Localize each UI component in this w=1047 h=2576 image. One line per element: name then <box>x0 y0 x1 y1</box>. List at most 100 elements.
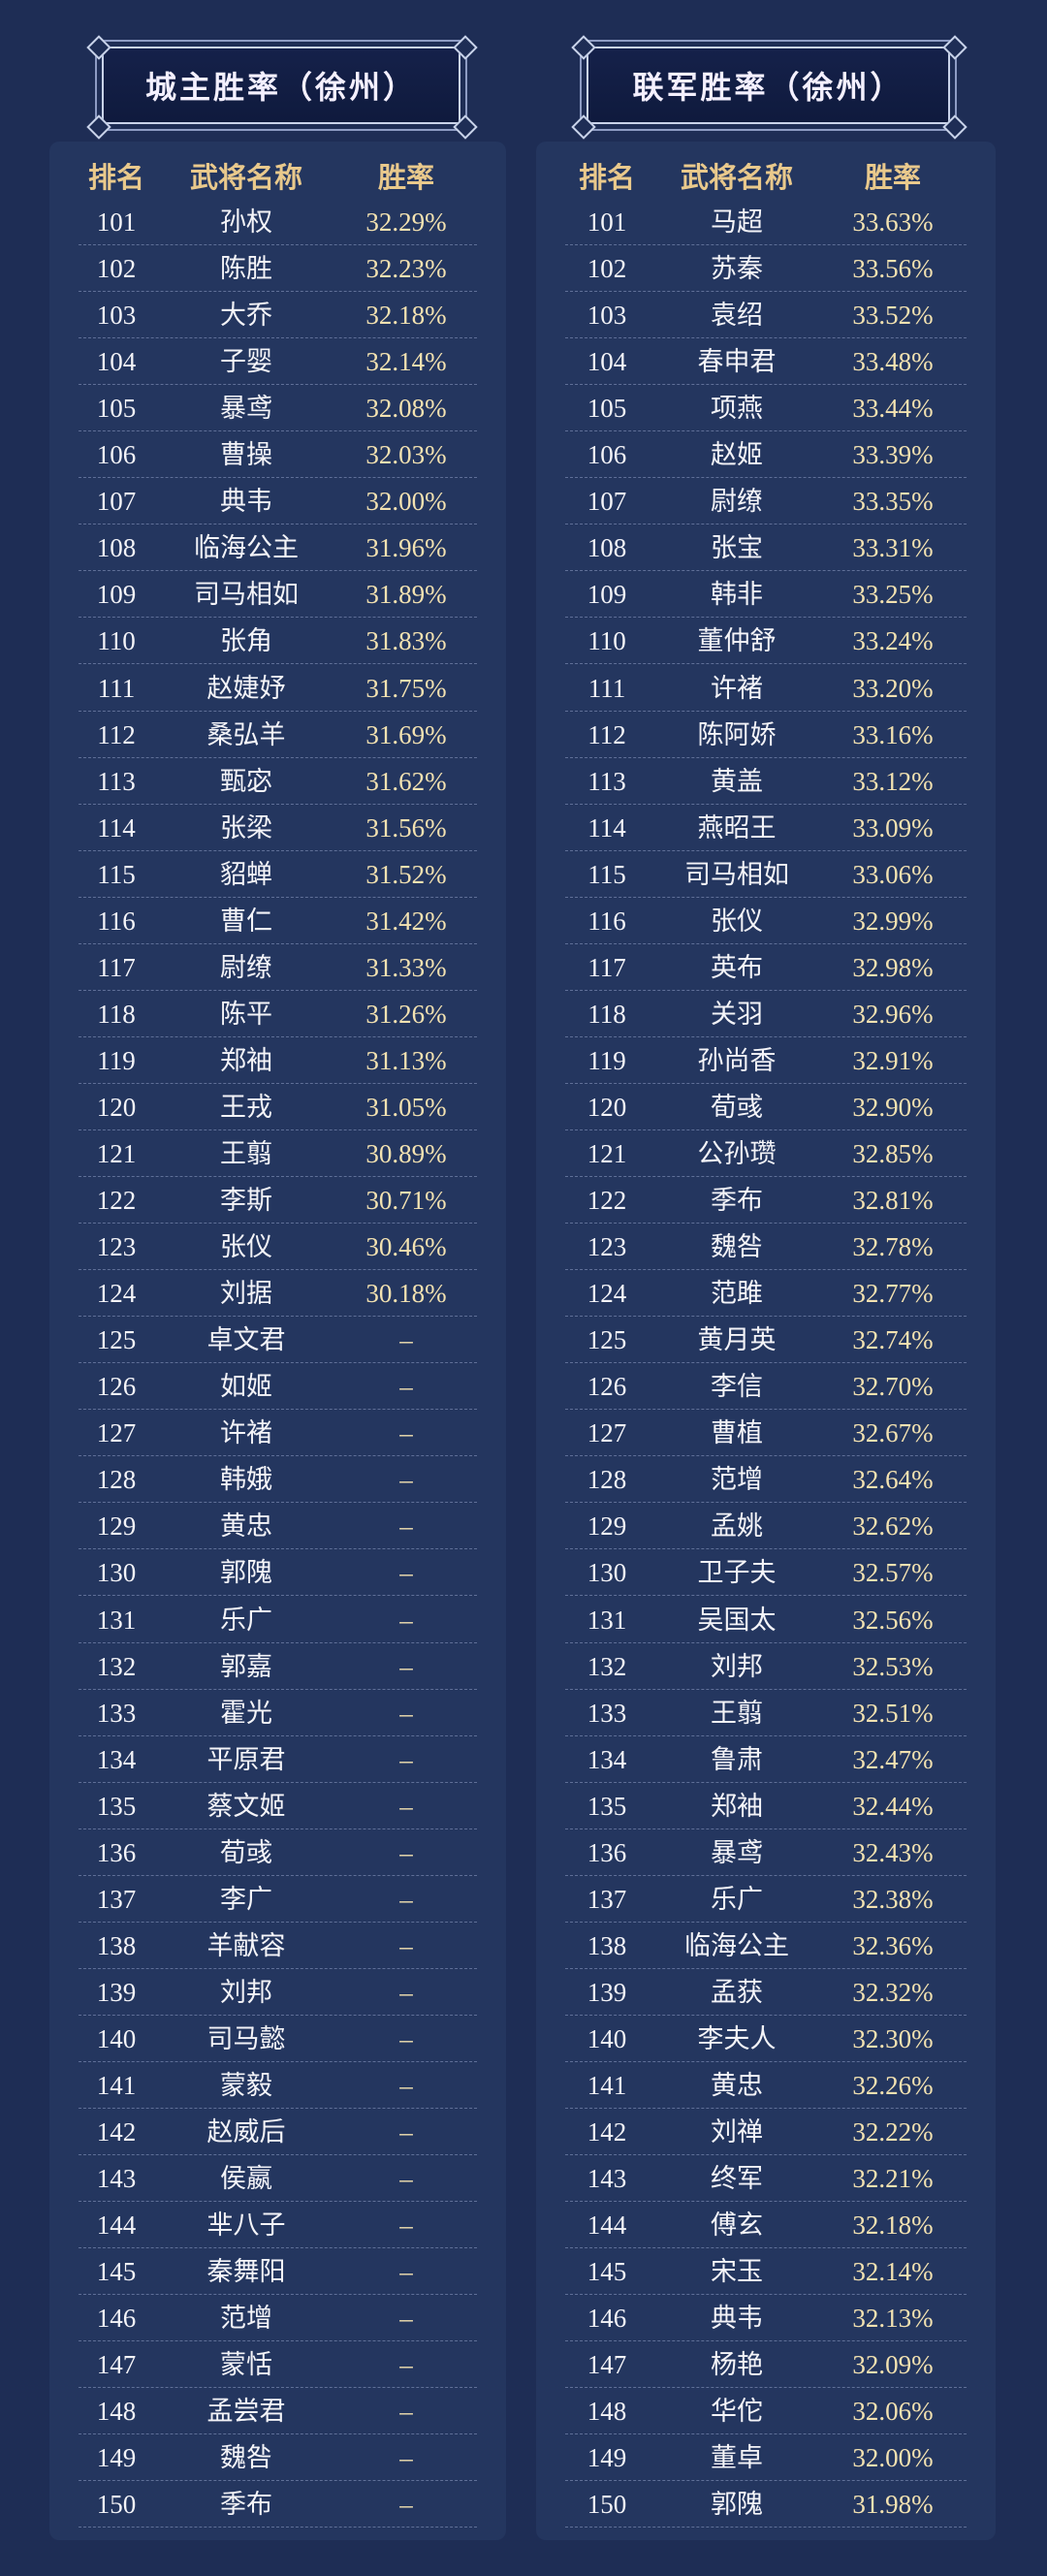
rank: 134 <box>587 1744 627 1774</box>
rank: 129 <box>587 1511 627 1542</box>
rank: 102 <box>96 254 137 284</box>
general-name: 郭隗 <box>220 1558 272 1588</box>
win-rate: 32.22% <box>852 2117 934 2147</box>
general-name: 芈八子 <box>206 2210 286 2241</box>
win-rate: 31.26% <box>365 999 447 1029</box>
row-separator <box>79 2202 477 2249</box>
win-rate: 32.74% <box>852 1325 934 1355</box>
general-name: 乐广 <box>711 1884 763 1914</box>
general-name: 秦舞阳 <box>206 2257 286 2287</box>
win-rate: – <box>399 2490 413 2520</box>
row-separator <box>79 1643 477 1690</box>
rank: 143 <box>96 2164 137 2194</box>
win-rate: 32.30% <box>852 2023 934 2053</box>
row-separator <box>565 245 967 293</box>
win-rate: 32.21% <box>852 2164 934 2194</box>
row-separator <box>79 618 477 665</box>
win-rate: 31.42% <box>365 906 447 936</box>
win-rate: 32.00% <box>852 2443 934 2473</box>
row-separator <box>79 2341 477 2389</box>
row-separator <box>565 712 967 758</box>
win-rate: 31.98% <box>852 2490 934 2520</box>
rank: 113 <box>587 766 626 796</box>
row-separator <box>565 1969 967 2016</box>
win-rate: – <box>399 1698 413 1728</box>
win-rate: 32.99% <box>852 906 934 936</box>
win-rate: – <box>399 2304 413 2334</box>
general-name: 郑袖 <box>711 1791 763 1821</box>
row-separator <box>79 1224 477 1271</box>
rank: 149 <box>587 2443 627 2473</box>
rank: 128 <box>96 1465 137 1495</box>
rank: 107 <box>587 487 627 517</box>
row-separator <box>565 851 967 898</box>
win-rate: 31.56% <box>365 812 447 843</box>
rank: 105 <box>96 394 137 424</box>
win-rate: 33.39% <box>852 440 934 470</box>
win-rate: – <box>399 1372 413 1402</box>
rank: 118 <box>97 999 136 1029</box>
general-name: 李广 <box>220 1884 272 1914</box>
rank: 146 <box>96 2304 137 2334</box>
row-separator <box>79 2295 477 2342</box>
win-rate: – <box>399 1325 413 1355</box>
win-rate: 33.12% <box>852 766 934 796</box>
general-name: 韩非 <box>711 580 763 610</box>
row-separator <box>565 2295 967 2342</box>
row-separator <box>565 2434 967 2482</box>
general-name: 孙权 <box>220 207 272 237</box>
general-name: 孟尝君 <box>206 2397 286 2427</box>
win-rate: 32.77% <box>852 1279 934 1309</box>
row-separator <box>79 1130 477 1177</box>
row-separator <box>565 525 967 572</box>
general-name: 司马懿 <box>206 2023 286 2053</box>
row-separator <box>79 292 477 339</box>
general-name: 孙尚香 <box>697 1045 777 1075</box>
win-rate: 31.62% <box>365 766 447 796</box>
general-name: 燕昭王 <box>697 812 777 843</box>
general-name: 曹操 <box>220 440 272 470</box>
row-separator <box>79 1503 477 1550</box>
row-separator <box>79 2016 477 2062</box>
win-rate: – <box>399 2350 413 2380</box>
column-header: 胜率 <box>864 163 921 194</box>
row-separator <box>79 1084 477 1130</box>
row-separator <box>565 431 967 479</box>
row-separator <box>79 431 477 479</box>
row-separator <box>79 199 477 245</box>
row-separator <box>565 1363 967 1411</box>
win-rate: 32.03% <box>365 440 447 470</box>
general-name: 杨艳 <box>711 2350 763 2380</box>
general-name: 暴鸢 <box>711 1837 763 1867</box>
row-separator <box>79 805 477 851</box>
rank: 127 <box>96 1418 137 1448</box>
general-name: 郑袖 <box>220 1045 272 1075</box>
win-rate: 32.08% <box>365 394 447 424</box>
row-separator <box>565 385 967 432</box>
win-rate: – <box>399 1884 413 1914</box>
rank: 140 <box>96 2023 137 2053</box>
win-rate: 32.14% <box>365 347 447 377</box>
rank: 144 <box>587 2210 627 2241</box>
win-rate: 32.26% <box>852 2071 934 2100</box>
rank: 142 <box>587 2117 627 2147</box>
row-separator <box>79 478 477 525</box>
rank: 123 <box>96 1232 137 1262</box>
row-separator <box>565 2016 967 2062</box>
rank: 125 <box>96 1325 137 1355</box>
rank: 123 <box>587 1232 627 1262</box>
win-rate: 30.46% <box>365 1232 447 1262</box>
row-separator <box>79 2155 477 2203</box>
win-rate: 33.35% <box>852 487 934 517</box>
win-rate: 32.00% <box>365 487 447 517</box>
table-panel <box>536 142 996 2540</box>
rank: 111 <box>587 673 626 703</box>
rank: 140 <box>587 2023 627 2053</box>
win-rate: 32.56% <box>852 1605 934 1635</box>
win-rate: 32.81% <box>852 1186 934 1216</box>
row-separator <box>565 1829 967 1876</box>
row-separator <box>565 1270 967 1318</box>
row-separator <box>565 2481 967 2528</box>
row-separator <box>565 1177 967 1224</box>
row-separator <box>79 851 477 898</box>
